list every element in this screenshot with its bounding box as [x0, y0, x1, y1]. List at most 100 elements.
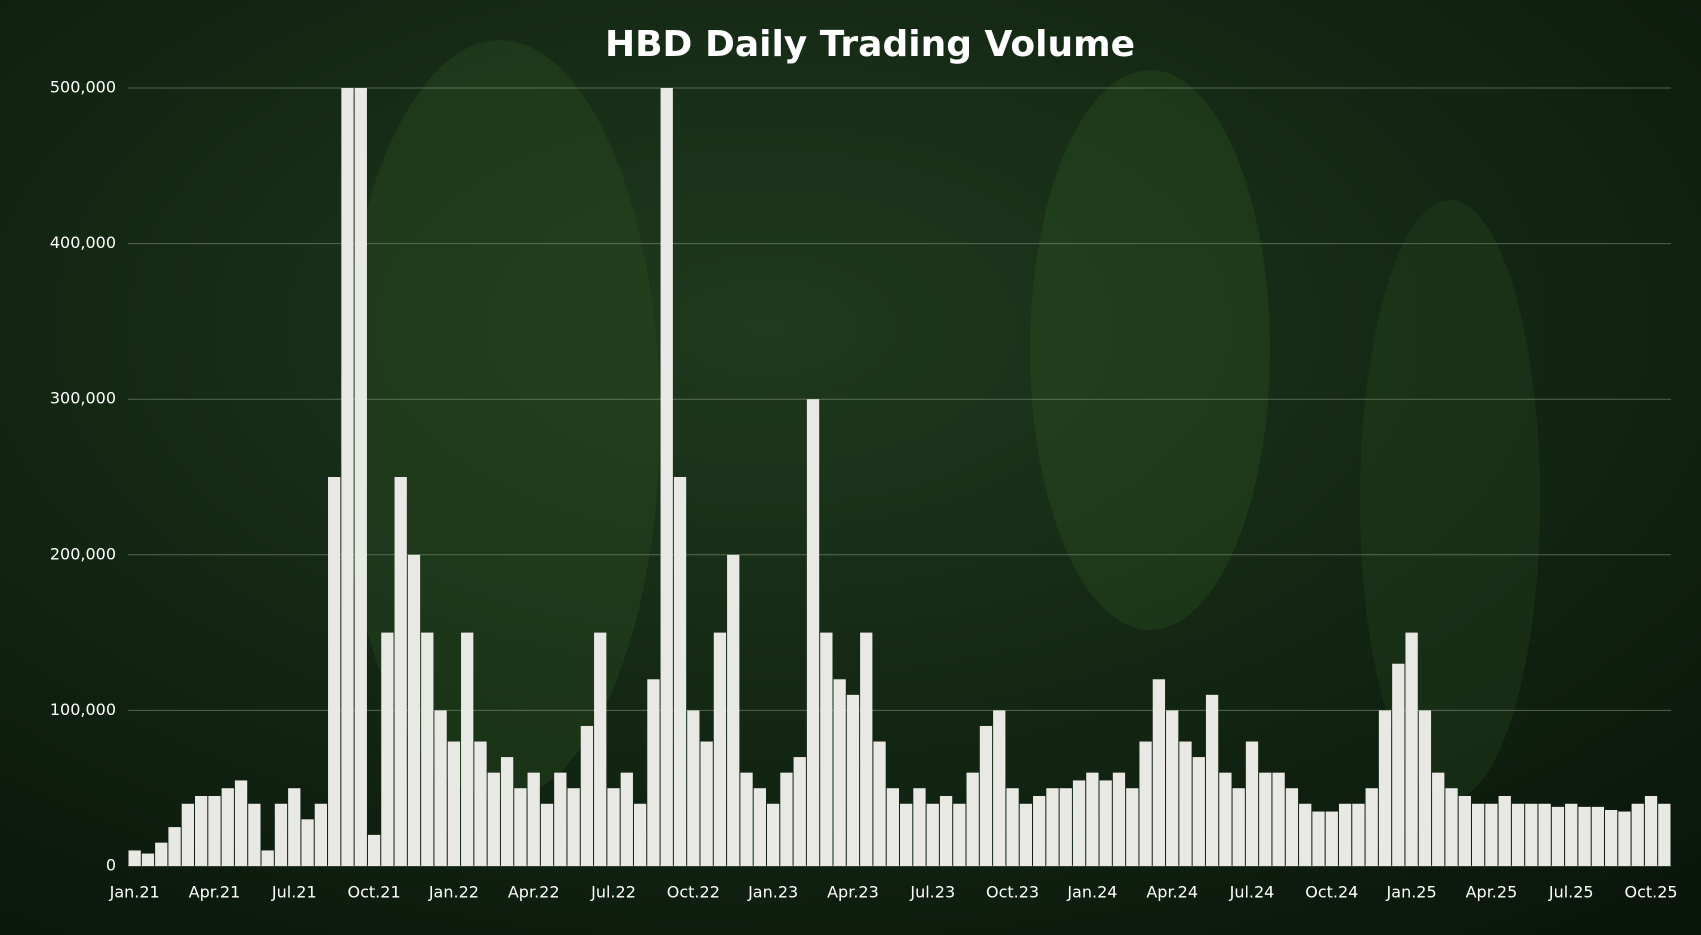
x-tick-label: Jan.22 [428, 883, 479, 902]
bar [1485, 803, 1498, 866]
bar [1365, 788, 1378, 866]
bar [953, 803, 966, 866]
bar [673, 477, 687, 866]
bar [567, 788, 580, 866]
x-tick-label: Apr.23 [827, 883, 879, 902]
bar [261, 850, 274, 866]
bar [1166, 710, 1179, 866]
bar [1285, 788, 1299, 866]
bar [900, 803, 913, 866]
bar [500, 757, 514, 866]
bar [700, 741, 713, 866]
bar [660, 88, 673, 866]
bar [1112, 772, 1126, 866]
x-tick-label: Apr.25 [1466, 883, 1518, 902]
bar [407, 554, 421, 866]
bar [913, 788, 926, 866]
bar [780, 772, 793, 866]
y-tick-label: 300,000 [50, 389, 116, 408]
bar [1219, 772, 1232, 866]
bar [421, 632, 434, 866]
bar [1644, 795, 1658, 866]
bar [354, 88, 367, 866]
bar [1192, 757, 1205, 866]
background-swirl [1030, 70, 1270, 630]
bar [939, 795, 953, 866]
x-tick-label: Oct.25 [1624, 883, 1677, 902]
bar [461, 632, 474, 866]
bar [833, 679, 846, 866]
x-tick-label: Jul.21 [271, 883, 317, 902]
bar [434, 710, 447, 866]
bar [1126, 788, 1139, 866]
bar [1046, 788, 1059, 866]
bar [1272, 772, 1285, 866]
bar [1511, 803, 1525, 866]
bar [1139, 741, 1152, 866]
bar [753, 788, 766, 866]
bar [820, 632, 833, 866]
bar [926, 803, 939, 866]
bar [195, 795, 208, 866]
y-tick-label: 400,000 [50, 233, 116, 252]
bar [1551, 806, 1565, 866]
bar [1658, 803, 1671, 866]
x-tick-label: Oct.22 [667, 883, 720, 902]
bar [527, 772, 540, 866]
bar [806, 399, 820, 866]
bar [966, 772, 979, 866]
bar [1245, 741, 1259, 866]
x-tick-label: Oct.21 [348, 883, 401, 902]
bar [487, 772, 500, 866]
x-tick-label: Jan.21 [109, 883, 160, 902]
bar [381, 632, 394, 866]
bar [1152, 679, 1166, 866]
bar [221, 788, 234, 866]
bar [1498, 795, 1511, 866]
bar [1179, 741, 1192, 866]
bar [620, 772, 633, 866]
bar [1099, 780, 1112, 866]
bar [274, 803, 288, 866]
bar [155, 842, 168, 866]
x-tick-label: Jan.25 [1386, 883, 1437, 902]
bar [1033, 795, 1046, 866]
bar [1338, 803, 1352, 866]
bar [301, 819, 314, 866]
bar [1352, 803, 1365, 866]
bar [514, 788, 527, 866]
bar [687, 710, 700, 866]
bar [1378, 710, 1392, 866]
y-tick-label: 200,000 [50, 544, 116, 563]
bar [713, 632, 727, 866]
bar [1471, 803, 1485, 866]
x-tick-label: Jul.25 [1548, 883, 1594, 902]
x-tick-label: Apr.24 [1146, 883, 1198, 902]
bar [1405, 632, 1418, 866]
bar [979, 725, 993, 866]
bar [248, 803, 261, 866]
y-tick-label: 0 [106, 856, 116, 875]
bar [141, 853, 155, 866]
x-tick-label: Apr.21 [189, 883, 241, 902]
bar [1086, 772, 1099, 866]
y-tick-label: 500,000 [50, 78, 116, 97]
bar [647, 679, 660, 866]
bar [1604, 809, 1618, 866]
bar [394, 477, 407, 866]
bar [1072, 780, 1086, 866]
bar [1458, 795, 1471, 866]
bar [181, 803, 195, 866]
bar [1618, 811, 1631, 866]
bar [1525, 803, 1538, 866]
bar [1418, 710, 1432, 866]
bar [1432, 772, 1445, 866]
x-tick-label: Jul.22 [590, 883, 636, 902]
bar [1205, 694, 1219, 866]
bar [1591, 806, 1604, 866]
x-tick-label: Jan.24 [1066, 883, 1117, 902]
bar [1538, 803, 1551, 866]
x-tick-label: Jul.24 [1229, 883, 1275, 902]
bar [1565, 803, 1578, 866]
x-tick-label: Oct.24 [1305, 883, 1358, 902]
